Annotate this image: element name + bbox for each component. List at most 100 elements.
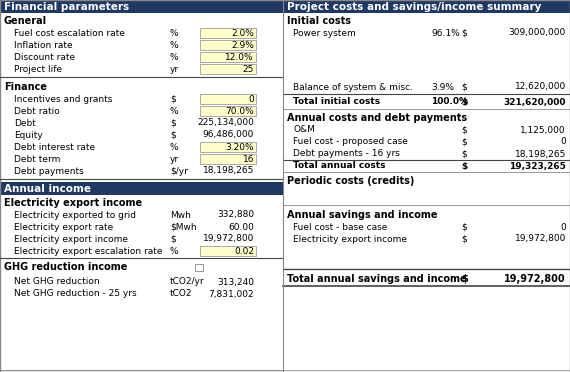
- Text: %: %: [170, 52, 178, 61]
- Text: 16: 16: [242, 154, 254, 164]
- Text: tCO2/yr: tCO2/yr: [170, 278, 205, 286]
- Text: Total initial costs: Total initial costs: [293, 97, 380, 106]
- Text: Annual income: Annual income: [4, 183, 91, 193]
- Text: Debt: Debt: [14, 119, 36, 128]
- Bar: [283, 0, 570, 13]
- Text: tCO2: tCO2: [170, 289, 193, 298]
- Text: Annual savings and income: Annual savings and income: [287, 210, 438, 220]
- Text: GHG reduction income: GHG reduction income: [4, 262, 127, 272]
- Text: Power system: Power system: [293, 29, 356, 38]
- Text: %: %: [170, 29, 178, 38]
- Text: $: $: [461, 97, 467, 106]
- Text: Mwh: Mwh: [170, 211, 191, 219]
- Text: Electricity export income: Electricity export income: [14, 234, 128, 244]
- Bar: [200, 106, 256, 116]
- Text: 70.0%: 70.0%: [225, 106, 254, 115]
- Bar: [200, 154, 256, 164]
- Text: Debt interest rate: Debt interest rate: [14, 142, 95, 151]
- Text: %: %: [170, 41, 178, 49]
- Text: $: $: [461, 150, 467, 158]
- Text: Fuel cost - proposed case: Fuel cost - proposed case: [293, 138, 408, 147]
- Text: Electricity export rate: Electricity export rate: [14, 222, 113, 231]
- Text: $: $: [461, 29, 467, 38]
- Text: 19,972,800: 19,972,800: [504, 274, 566, 284]
- Text: 0: 0: [560, 138, 566, 147]
- Text: %: %: [170, 142, 178, 151]
- Text: Equity: Equity: [14, 131, 43, 140]
- Text: %: %: [170, 106, 178, 115]
- Text: Project life: Project life: [14, 64, 62, 74]
- Text: $: $: [461, 274, 468, 284]
- Bar: [200, 40, 256, 50]
- Text: 96,486,000: 96,486,000: [202, 131, 254, 140]
- Text: $: $: [461, 83, 467, 92]
- Text: 60.00: 60.00: [228, 222, 254, 231]
- Text: %: %: [170, 247, 178, 256]
- Bar: [200, 94, 256, 104]
- Text: 225,134,000: 225,134,000: [197, 119, 254, 128]
- Text: $: $: [461, 125, 467, 135]
- Bar: [0, 182, 283, 195]
- Text: Balance of system & misc.: Balance of system & misc.: [293, 83, 413, 92]
- Text: $/yr: $/yr: [170, 167, 188, 176]
- Text: $: $: [461, 138, 467, 147]
- Text: Electricity export income: Electricity export income: [293, 234, 407, 244]
- Text: 332,880: 332,880: [217, 211, 254, 219]
- Text: 1,125,000: 1,125,000: [520, 125, 566, 135]
- Text: Fuel cost - base case: Fuel cost - base case: [293, 222, 388, 231]
- Text: 18,198,265: 18,198,265: [515, 150, 566, 158]
- Text: Total annual savings and income: Total annual savings and income: [287, 274, 467, 284]
- Text: Debt payments: Debt payments: [14, 167, 84, 176]
- Text: $: $: [170, 119, 176, 128]
- Text: yr: yr: [170, 154, 179, 164]
- Text: Debt term: Debt term: [14, 154, 60, 164]
- Text: 2.0%: 2.0%: [231, 29, 254, 38]
- Bar: [0, 0, 283, 13]
- Text: Electricity export income: Electricity export income: [4, 198, 142, 208]
- Text: 12.0%: 12.0%: [225, 52, 254, 61]
- Text: Electricity exported to grid: Electricity exported to grid: [14, 211, 136, 219]
- Text: 19,972,800: 19,972,800: [202, 234, 254, 244]
- Text: Electricity export escalation rate: Electricity export escalation rate: [14, 247, 162, 256]
- Text: Net GHG reduction: Net GHG reduction: [14, 278, 100, 286]
- Text: $Mwh: $Mwh: [170, 222, 197, 231]
- Text: 19,323,265: 19,323,265: [509, 161, 566, 170]
- Text: Debt payments - 16 yrs: Debt payments - 16 yrs: [293, 150, 400, 158]
- Text: $: $: [170, 234, 176, 244]
- Text: Inflation rate: Inflation rate: [14, 41, 72, 49]
- Text: 309,000,000: 309,000,000: [509, 29, 566, 38]
- Text: Total annual costs: Total annual costs: [293, 161, 385, 170]
- Text: 25: 25: [243, 64, 254, 74]
- Text: Finance: Finance: [4, 82, 47, 92]
- Text: 100.0%: 100.0%: [431, 97, 468, 106]
- Text: $: $: [170, 94, 176, 103]
- Text: Debt ratio: Debt ratio: [14, 106, 60, 115]
- Text: 0.02: 0.02: [234, 247, 254, 256]
- Bar: [200, 142, 256, 152]
- Text: 12,620,000: 12,620,000: [515, 83, 566, 92]
- Text: 96.1%: 96.1%: [431, 29, 460, 38]
- Bar: [195, 264, 203, 271]
- Text: Periodic costs (credits): Periodic costs (credits): [287, 176, 414, 186]
- Text: Initial costs: Initial costs: [287, 16, 351, 26]
- Text: 19,972,800: 19,972,800: [515, 234, 566, 244]
- Text: 7,831,002: 7,831,002: [209, 289, 254, 298]
- Text: O&M: O&M: [293, 125, 315, 135]
- Text: Annual costs and debt payments: Annual costs and debt payments: [287, 113, 467, 123]
- Text: General: General: [4, 16, 47, 26]
- Text: yr: yr: [170, 64, 179, 74]
- Bar: [200, 64, 256, 74]
- Text: 2.9%: 2.9%: [231, 41, 254, 49]
- Text: 0: 0: [560, 222, 566, 231]
- Text: $: $: [461, 222, 467, 231]
- Bar: [200, 28, 256, 38]
- Text: 18,198,265: 18,198,265: [202, 167, 254, 176]
- Text: $: $: [461, 161, 467, 170]
- Text: 313,240: 313,240: [217, 278, 254, 286]
- Text: Net GHG reduction - 25 yrs: Net GHG reduction - 25 yrs: [14, 289, 137, 298]
- Text: $: $: [461, 234, 467, 244]
- Text: Fuel cost escalation rate: Fuel cost escalation rate: [14, 29, 125, 38]
- Text: Discount rate: Discount rate: [14, 52, 75, 61]
- Text: 3.20%: 3.20%: [225, 142, 254, 151]
- Bar: [200, 52, 256, 62]
